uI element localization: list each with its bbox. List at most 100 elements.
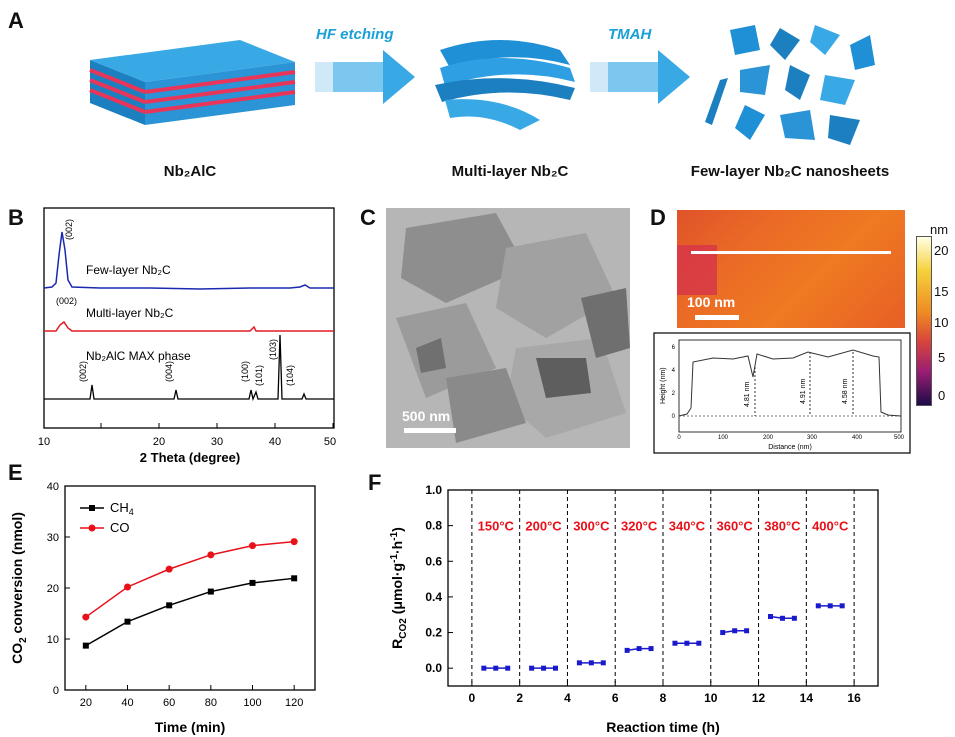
chart-f-point bbox=[600, 660, 606, 666]
chart-f-point bbox=[744, 628, 750, 634]
peak-label-004: (004) bbox=[164, 361, 174, 382]
chart-e-ytick-label: 40 bbox=[47, 481, 59, 493]
afm-height-profile: 4.81 nm 4.91 nm 4.58 nm Height (nm) Dist… bbox=[653, 332, 911, 454]
chart-f-point bbox=[839, 603, 845, 609]
panel-a-schematic bbox=[89, 25, 875, 145]
profile-xtick-0: 0 bbox=[677, 435, 681, 441]
chart-e-ylabel: CO2 conversion (nmol) bbox=[9, 512, 29, 664]
colorbar-tick-10: 10 bbox=[934, 315, 949, 330]
tem-image: 500 nm bbox=[386, 208, 630, 448]
caption-fewlayer: Few-layer Nb₂C nanosheets bbox=[690, 163, 890, 180]
arrow-hf-etching bbox=[315, 50, 415, 104]
chart-e-point-co bbox=[82, 613, 90, 621]
chart-f-xtick-label: 10 bbox=[704, 691, 718, 705]
chart-f-point bbox=[827, 603, 833, 609]
chart-f-point bbox=[529, 665, 535, 671]
afm-profile-line bbox=[691, 251, 891, 254]
chart-f-ytick-label: 0.2 bbox=[425, 626, 442, 640]
panel-label-a: A bbox=[8, 8, 24, 33]
chart-f-temperature-label: 200°C bbox=[525, 519, 562, 534]
chart-e-xtick-label: 120 bbox=[285, 697, 303, 709]
chart-e-xtick-label: 40 bbox=[121, 697, 133, 709]
profile-xlabel: Distance (nm) bbox=[768, 444, 812, 451]
chart-e-line-co bbox=[85, 540, 295, 618]
chart-e-ytick-label: 10 bbox=[47, 634, 59, 646]
series-label-few-layer: Few-layer Nb₂C bbox=[86, 263, 171, 277]
chart-e-axes bbox=[64, 485, 316, 691]
chart-e-point-co bbox=[165, 565, 173, 573]
tem-texture bbox=[396, 213, 630, 443]
afm-image: 100 nm bbox=[677, 210, 905, 328]
panel-b-xrd-plot: 10 20 30 40 50 2 Theta (degree) Few-laye… bbox=[38, 207, 336, 465]
chart-f-point bbox=[481, 665, 487, 671]
profile-xtick-200: 200 bbox=[763, 435, 774, 441]
chart-e-ytick-label: 0 bbox=[53, 685, 59, 697]
chart-f-temperature-label: 360°C bbox=[717, 519, 754, 534]
arrow-tmah bbox=[590, 50, 690, 104]
chart-f-point bbox=[624, 647, 630, 653]
chart-e-xtick-label: 80 bbox=[205, 697, 217, 709]
chart-e-xtick-label: 60 bbox=[163, 697, 175, 709]
peak-label-002-red: (002) bbox=[56, 296, 77, 306]
chart-f-ytick-label: 0.8 bbox=[425, 519, 442, 533]
profile-ylabel: Height (nm) bbox=[660, 367, 667, 404]
tem-scalebar-label: 500 nm bbox=[402, 408, 451, 424]
profile-axes bbox=[678, 339, 902, 433]
chart-e-point-co bbox=[249, 542, 256, 550]
chart-f-point bbox=[696, 640, 702, 646]
chart-e-point-co bbox=[290, 538, 298, 546]
panel-label-b: B bbox=[8, 205, 24, 230]
chart-e-point-ch4 bbox=[291, 575, 298, 582]
chart-e-xtick-label: 20 bbox=[80, 697, 92, 709]
xtick-b-30: 30 bbox=[211, 436, 223, 448]
profile-annotation-2: 4.91 nm bbox=[800, 379, 807, 404]
chart-f-temperature-label: 340°C bbox=[669, 519, 706, 534]
peak-label-002-blue: (002) bbox=[64, 219, 74, 240]
chart-e-point-ch4 bbox=[82, 642, 89, 649]
step-label-hf-etching: HF etching bbox=[316, 26, 394, 43]
chart-f-xtick-label: 2 bbox=[516, 691, 523, 705]
profile-xtick-300: 300 bbox=[807, 435, 818, 441]
peak-label-101: (101) bbox=[254, 365, 264, 386]
chart-e-line-ch4 bbox=[85, 577, 295, 647]
caption-multilayer: Multi-layer Nb₂C bbox=[451, 163, 569, 180]
xtick-b-40: 40 bbox=[269, 436, 281, 448]
chart-e-point-co bbox=[124, 583, 131, 591]
profile-ytick-0: 0 bbox=[672, 414, 676, 420]
chart-f-rco2: 0.0 0.2 0.4 0.6 0.8 1.0 0 2 4 6 8 10 12 14 16 150°C 20… bbox=[389, 483, 879, 735]
colorbar-tick-15: 15 bbox=[934, 284, 949, 299]
colorbar-tick-5: 5 bbox=[938, 350, 946, 365]
chart-e-co2-conversion: 0 10 20 30 40 20 40 60 80 100 120 CO2 conversion … bbox=[9, 481, 316, 735]
chart-f-xtick-label: 0 bbox=[469, 691, 476, 705]
xtick-b-50: 50 bbox=[324, 436, 336, 448]
chart-f-point bbox=[791, 615, 797, 621]
chart-f-xtick-label: 6 bbox=[612, 691, 619, 705]
chart-e-point-ch4 bbox=[249, 579, 256, 586]
chart-f-xtick-label: 12 bbox=[752, 691, 766, 705]
chart-f-xtick-label: 4 bbox=[564, 691, 571, 705]
max-phase-block bbox=[89, 40, 296, 125]
chart-e-point-ch4 bbox=[124, 618, 131, 625]
xrd-trace-few-layer bbox=[43, 231, 334, 290]
chart-f-point bbox=[576, 660, 582, 666]
xrd-trace-max-phase bbox=[44, 334, 334, 402]
xtick-b-10: 10 bbox=[38, 436, 50, 448]
chart-f-point bbox=[553, 665, 558, 671]
chart-e-ytick-label: 30 bbox=[47, 532, 59, 544]
chart-f-point bbox=[684, 640, 690, 646]
legend-label-co: CO bbox=[110, 520, 130, 535]
chart-e-xlabel: Time (min) bbox=[155, 719, 226, 735]
chart-f-ytick-label: 0.6 bbox=[425, 554, 442, 568]
panel-label-f: F bbox=[368, 470, 382, 495]
afm-scalebar bbox=[695, 315, 739, 320]
colorbar-unit: nm bbox=[930, 222, 949, 237]
chart-f-temperature-label: 320°C bbox=[621, 519, 658, 534]
profile-ytick-6: 6 bbox=[672, 345, 676, 351]
chart-f-point bbox=[732, 628, 738, 634]
step-label-tmah: TMAH bbox=[608, 26, 652, 43]
afm-scalebar-label: 100 nm bbox=[687, 294, 736, 310]
legend-label-ch4: CH4 bbox=[110, 500, 134, 517]
profile-xtick-100: 100 bbox=[718, 435, 729, 441]
chart-f-point bbox=[779, 615, 785, 621]
chart-f-xtick-label: 14 bbox=[800, 691, 814, 705]
